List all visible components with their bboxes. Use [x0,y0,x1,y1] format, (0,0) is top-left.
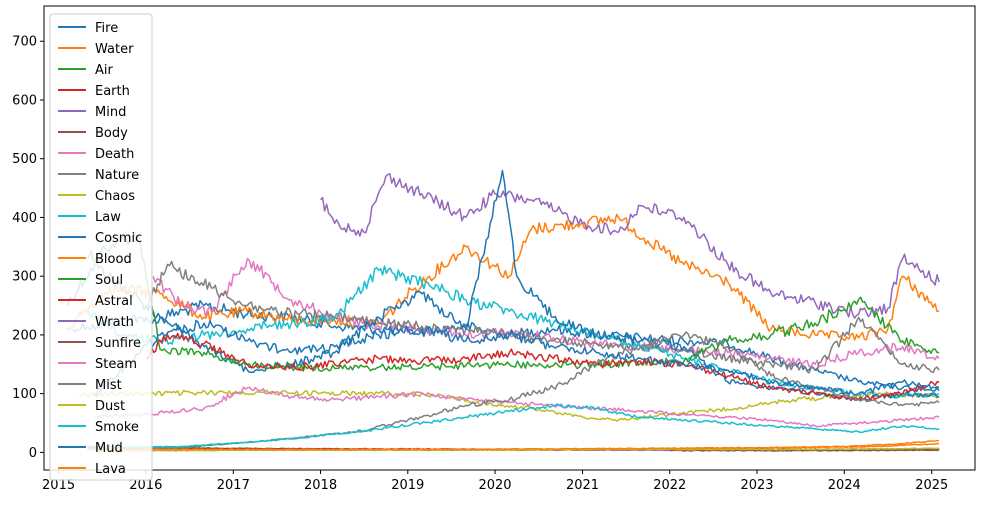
series-line-smoke [94,403,940,449]
legend-label-wrath: Wrath [95,315,134,330]
x-tick-label: 2025 [915,478,948,493]
legend: Fire Water Air Earth Mind Body Death Nature Chao… [49,13,153,481]
x-tick-label: 2016 [129,478,162,493]
x-tick-label: 2022 [653,478,686,493]
legend-label-water: Water [95,42,134,57]
series-line-chaos [79,389,940,422]
legend-label-astral: Astral [95,294,133,309]
x-tick-label: 2019 [391,478,424,493]
legend-label-blood: Blood [95,252,132,267]
legend-label-death: Death [95,147,134,162]
legend-label-cosmic: Cosmic [95,231,142,246]
legend-label-soul: Soul [95,273,123,288]
legend-label-smoke: Smoke [95,420,139,435]
y-tick-label: 600 [12,93,37,108]
series-line-water [65,213,940,342]
series-line-cosmic [72,169,940,401]
legend-label-mud: Mud [95,441,123,456]
x-tick-label: 2017 [217,478,250,493]
x-tick-label: 2015 [42,478,75,493]
y-tick-label: 700 [12,35,37,50]
y-axis: 0 100 200 300 400 500 600 700 [12,35,44,461]
y-tick-label: 200 [12,328,37,343]
series-layer [65,169,940,452]
legend-label-lava: Lava [95,462,126,477]
series-line-sunfire [669,449,940,452]
series-line-law [86,265,940,399]
x-tick-label: 2021 [566,478,599,493]
series-line-death [152,257,940,368]
legend-label-law: Law [95,210,121,225]
x-tick-label: 2023 [740,478,773,493]
legend-label-earth: Earth [95,84,130,99]
series-line-nature [145,260,940,374]
legend-label-mind: Mind [95,105,126,120]
legend-label-dust: Dust [95,399,125,414]
legend-label-sunfire: Sunfire [95,336,141,351]
y-tick-label: 100 [12,387,37,402]
legend-label-body: Body [95,126,128,141]
y-tick-label: 0 [29,446,37,461]
y-tick-label: 400 [12,211,37,226]
x-tick-label: 2018 [304,478,337,493]
y-tick-label: 500 [12,152,37,167]
x-axis: 2015 2016 2017 2018 2019 2020 2021 2022 2023 2024… [42,470,948,493]
x-tick-label: 2024 [828,478,861,493]
legend-label-chaos: Chaos [95,189,135,204]
legend-label-fire: Fire [95,21,118,36]
legend-label-nature: Nature [95,168,139,183]
series-line-mind [320,173,940,319]
y-tick-label: 300 [12,270,37,285]
series-line-steam [94,386,940,428]
legend-label-air: Air [95,63,114,78]
x-tick-label: 2020 [478,478,511,493]
series-line-astral [145,332,940,402]
series-line-soul [86,231,940,373]
legend-label-mist: Mist [95,378,122,393]
legend-label-steam: Steam [95,357,137,372]
series-line-lava [94,442,940,451]
series-line-mud [94,319,940,397]
